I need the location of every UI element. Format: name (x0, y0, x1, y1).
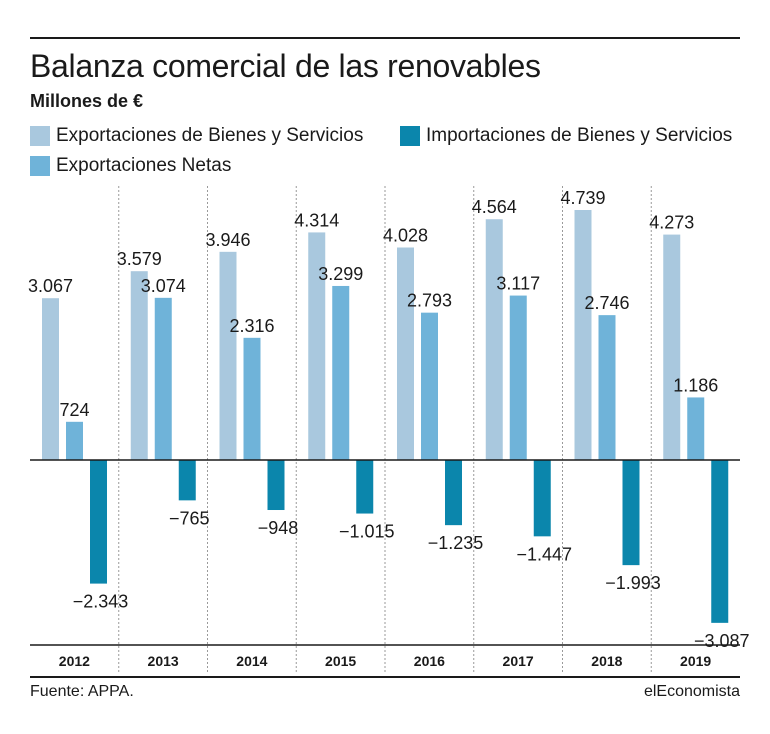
x-tick-label: 2017 (503, 653, 534, 669)
x-tick-label: 2014 (236, 653, 267, 669)
data-label: 1.186 (673, 375, 718, 395)
bar-exportaciones-2019 (663, 234, 681, 460)
bar-importaciones-2018 (622, 460, 640, 566)
data-label: 4.314 (294, 210, 339, 230)
bar-exportaciones-2015 (308, 232, 326, 460)
x-tick-label: 2019 (680, 653, 711, 669)
data-label: 3.579 (117, 249, 162, 269)
brand-logo-text: elEconomista (643, 683, 740, 700)
bar-exportaciones-2019 (687, 397, 705, 460)
chart-subtitle: Millones de € (30, 91, 144, 111)
bar-exportaciones-2017 (485, 219, 503, 460)
legend-label-netas: Exportaciones Netas (56, 155, 232, 176)
bar-importaciones-2014 (267, 460, 285, 511)
legend-item-importaciones: Importaciones de Bienes y Servicios (400, 125, 732, 147)
legend-item-exportaciones: Exportaciones de Bienes y Servicios (30, 125, 363, 147)
data-label: −2.343 (73, 592, 129, 612)
data-label: 4.273 (649, 213, 694, 233)
bar-exportaciones-2013 (154, 297, 172, 460)
bar-importaciones-2013 (178, 460, 196, 501)
bar-exportaciones-2018 (598, 315, 616, 460)
bar-exportaciones-2015 (332, 285, 350, 460)
data-label: 3.117 (496, 274, 540, 294)
legend-swatch-netas (30, 156, 50, 176)
bottom-rule (30, 676, 740, 678)
bar-exportaciones-2013 (130, 271, 148, 460)
data-label: 2.316 (229, 316, 274, 336)
bar-exportaciones-2016 (397, 247, 414, 460)
x-tick-label: 2012 (59, 653, 90, 669)
legend-swatch-exportaciones (30, 126, 50, 146)
bar-exportaciones-2012 (42, 298, 59, 460)
source-note: Fuente: APPA. (30, 683, 134, 700)
data-label: −1.993 (605, 573, 661, 593)
data-label: 3.946 (205, 230, 250, 250)
x-tick-label: 2015 (325, 653, 356, 669)
chart-title: Balanza comercial de las renovables (30, 48, 541, 84)
data-label: 3.074 (141, 276, 186, 296)
legend-swatch-importaciones (400, 126, 420, 146)
data-label: 724 (59, 400, 89, 420)
legend-item-netas: Exportaciones Netas (30, 155, 231, 177)
data-label: 4.564 (472, 197, 517, 217)
legend-label-exportaciones: Exportaciones de Bienes y Servicios (56, 125, 364, 146)
data-label: −765 (169, 508, 210, 528)
top-rule (30, 37, 740, 39)
data-label: 4.739 (560, 188, 605, 208)
x-tick-label: 2018 (591, 653, 622, 669)
data-label: 2.793 (407, 291, 452, 311)
bar-exportaciones-2018 (574, 210, 592, 460)
data-label: 2.746 (584, 293, 629, 313)
bar-importaciones-2012 (90, 460, 107, 584)
x-tick-label: 2013 (148, 653, 179, 669)
data-label: −1.235 (428, 533, 484, 553)
data-label: −1.447 (516, 544, 572, 564)
data-label: 3.299 (318, 264, 363, 284)
legend-label-importaciones: Importaciones de Bienes y Servicios (426, 125, 733, 146)
x-tick-label: 2016 (414, 653, 445, 669)
bar-exportaciones-2012 (66, 421, 83, 460)
bar-importaciones-2019 (711, 460, 729, 623)
bar-importaciones-2017 (533, 460, 551, 537)
data-label: 4.028 (383, 226, 428, 246)
data-label: 3.067 (28, 276, 73, 296)
bar-importaciones-2016 (445, 460, 462, 526)
bar-exportaciones-2014 (219, 251, 237, 460)
bar-exportaciones-2014 (243, 337, 261, 460)
bar-exportaciones-2016 (421, 312, 438, 460)
bar-importaciones-2015 (356, 460, 374, 514)
data-label: −3.087 (694, 631, 750, 651)
data-label: −948 (258, 518, 299, 538)
data-label: −1.015 (339, 522, 395, 542)
bar-exportaciones-2017 (509, 295, 527, 460)
